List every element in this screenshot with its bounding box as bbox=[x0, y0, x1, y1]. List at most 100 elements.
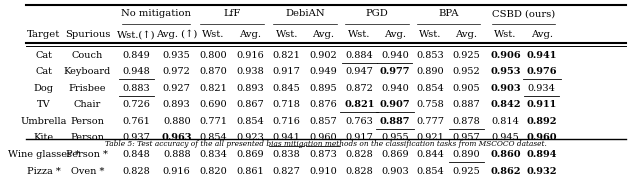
Text: 0.911: 0.911 bbox=[527, 100, 557, 109]
Text: 0.917: 0.917 bbox=[346, 134, 373, 142]
Text: TV: TV bbox=[36, 100, 51, 109]
Text: 0.949: 0.949 bbox=[309, 67, 337, 76]
Text: 0.934: 0.934 bbox=[528, 84, 556, 93]
Text: Target: Target bbox=[27, 30, 60, 39]
Text: No mitigation: No mitigation bbox=[122, 9, 191, 18]
Text: 0.828: 0.828 bbox=[346, 150, 373, 159]
Text: Umbrella: Umbrella bbox=[20, 117, 67, 126]
Text: 0.761: 0.761 bbox=[122, 117, 150, 126]
Text: 0.941: 0.941 bbox=[273, 134, 301, 142]
Text: 0.854: 0.854 bbox=[417, 84, 444, 93]
Text: 0.893: 0.893 bbox=[236, 84, 264, 93]
Text: 0.821: 0.821 bbox=[273, 51, 301, 60]
Text: 0.876: 0.876 bbox=[309, 100, 337, 109]
Text: 0.895: 0.895 bbox=[309, 84, 337, 93]
Text: 0.976: 0.976 bbox=[527, 67, 557, 76]
Text: 0.869: 0.869 bbox=[381, 150, 409, 159]
Text: 0.917: 0.917 bbox=[273, 67, 301, 76]
Text: 0.925: 0.925 bbox=[452, 51, 480, 60]
Text: Chair: Chair bbox=[74, 100, 101, 109]
Text: CSBD (ours): CSBD (ours) bbox=[492, 9, 556, 18]
Text: Spurious: Spurious bbox=[65, 30, 110, 39]
Text: 0.820: 0.820 bbox=[200, 167, 227, 175]
Text: 0.937: 0.937 bbox=[122, 134, 150, 142]
Text: Wst.: Wst. bbox=[494, 30, 516, 39]
Text: 0.963: 0.963 bbox=[161, 134, 192, 142]
Text: LfF: LfF bbox=[223, 9, 241, 18]
Text: 0.932: 0.932 bbox=[527, 167, 557, 175]
Text: 0.827: 0.827 bbox=[273, 167, 301, 175]
Text: 0.903: 0.903 bbox=[490, 84, 521, 93]
Text: Avg.: Avg. bbox=[455, 30, 477, 39]
Text: 0.940: 0.940 bbox=[381, 51, 409, 60]
Text: Cat: Cat bbox=[35, 51, 52, 60]
Text: 0.905: 0.905 bbox=[452, 84, 480, 93]
Text: 0.887: 0.887 bbox=[452, 100, 480, 109]
Text: 0.935: 0.935 bbox=[163, 51, 191, 60]
Text: 0.925: 0.925 bbox=[452, 167, 480, 175]
Text: 0.960: 0.960 bbox=[527, 134, 557, 142]
Text: 0.857: 0.857 bbox=[309, 117, 337, 126]
Text: 0.941: 0.941 bbox=[527, 51, 557, 60]
Text: Wst.(↑): Wst.(↑) bbox=[116, 30, 156, 39]
Text: Pizza *: Pizza * bbox=[27, 167, 60, 175]
Text: Avg.: Avg. bbox=[239, 30, 261, 39]
Text: 0.872: 0.872 bbox=[346, 84, 373, 93]
Text: 0.902: 0.902 bbox=[309, 51, 337, 60]
Text: 0.716: 0.716 bbox=[273, 117, 301, 126]
Text: 0.861: 0.861 bbox=[236, 167, 264, 175]
Text: 0.938: 0.938 bbox=[236, 67, 264, 76]
Text: 0.854: 0.854 bbox=[236, 117, 264, 126]
Text: 0.957: 0.957 bbox=[452, 134, 480, 142]
Text: 0.945: 0.945 bbox=[492, 134, 519, 142]
Text: Wst.: Wst. bbox=[348, 30, 371, 39]
Text: 0.948: 0.948 bbox=[122, 67, 150, 76]
Text: PGD: PGD bbox=[365, 9, 388, 18]
Text: 0.894: 0.894 bbox=[527, 150, 557, 159]
Text: 0.903: 0.903 bbox=[381, 167, 409, 175]
Text: Wst.: Wst. bbox=[276, 30, 298, 39]
Text: 0.923: 0.923 bbox=[236, 134, 264, 142]
Text: 0.845: 0.845 bbox=[273, 84, 301, 93]
Text: Cat: Cat bbox=[35, 67, 52, 76]
Text: Avg.: Avg. bbox=[312, 30, 334, 39]
Text: 0.952: 0.952 bbox=[452, 67, 480, 76]
Text: Oven *: Oven * bbox=[70, 167, 104, 175]
Text: 0.870: 0.870 bbox=[200, 67, 227, 76]
Text: 0.842: 0.842 bbox=[490, 100, 521, 109]
Text: 0.771: 0.771 bbox=[200, 117, 228, 126]
Text: 0.844: 0.844 bbox=[417, 150, 444, 159]
Text: Person *: Person * bbox=[67, 150, 108, 159]
Text: 0.800: 0.800 bbox=[200, 51, 227, 60]
Text: 0.867: 0.867 bbox=[236, 100, 264, 109]
Text: Person: Person bbox=[70, 117, 104, 126]
Text: 0.960: 0.960 bbox=[309, 134, 337, 142]
Text: Frisbee: Frisbee bbox=[68, 84, 106, 93]
Text: 0.726: 0.726 bbox=[122, 100, 150, 109]
Text: 0.947: 0.947 bbox=[346, 67, 373, 76]
Text: 0.953: 0.953 bbox=[490, 67, 521, 76]
Text: Avg.: Avg. bbox=[531, 30, 553, 39]
Text: Wine glasses *: Wine glasses * bbox=[8, 150, 79, 159]
Text: Wst.: Wst. bbox=[419, 30, 442, 39]
Text: Wst.: Wst. bbox=[202, 30, 225, 39]
Text: 0.883: 0.883 bbox=[122, 84, 150, 93]
Text: 0.849: 0.849 bbox=[122, 51, 150, 60]
Text: 0.758: 0.758 bbox=[417, 100, 444, 109]
Text: 0.828: 0.828 bbox=[122, 167, 150, 175]
Text: 0.821: 0.821 bbox=[344, 100, 374, 109]
Text: 0.888: 0.888 bbox=[163, 150, 191, 159]
Text: 0.854: 0.854 bbox=[417, 167, 444, 175]
Text: 0.887: 0.887 bbox=[380, 117, 410, 126]
Text: 0.853: 0.853 bbox=[417, 51, 444, 60]
Text: 0.977: 0.977 bbox=[380, 67, 410, 76]
Text: 0.878: 0.878 bbox=[452, 117, 480, 126]
Text: 0.880: 0.880 bbox=[163, 117, 191, 126]
Text: 0.777: 0.777 bbox=[417, 117, 444, 126]
Text: 0.834: 0.834 bbox=[200, 150, 228, 159]
Text: BPA: BPA bbox=[438, 9, 458, 18]
Text: 0.906: 0.906 bbox=[490, 51, 521, 60]
Text: 0.893: 0.893 bbox=[163, 100, 191, 109]
Text: Couch: Couch bbox=[72, 51, 103, 60]
Text: 0.860: 0.860 bbox=[490, 150, 521, 159]
